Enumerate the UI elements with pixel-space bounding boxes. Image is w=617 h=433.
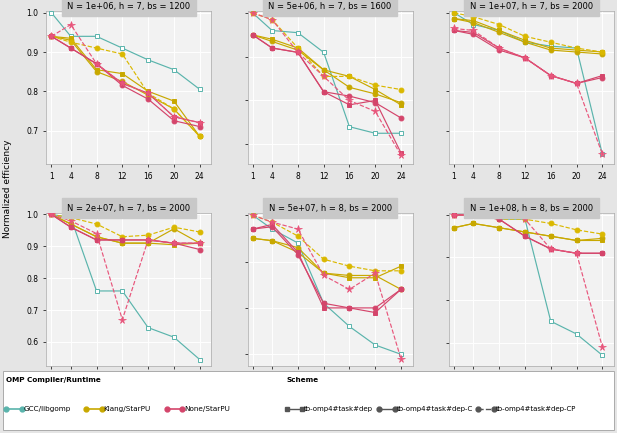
- Text: GCC/libgomp: GCC/libgomp: [23, 406, 71, 412]
- Text: tb-omp4#task#dep-C: tb-omp4#task#dep-C: [397, 406, 473, 412]
- Text: tb-omp4#task#dep-CP: tb-omp4#task#dep-CP: [495, 406, 576, 412]
- Text: OMP Compiler/Runtime: OMP Compiler/Runtime: [6, 377, 101, 383]
- Title: N = 5e+06, h = 7, bs = 1600: N = 5e+06, h = 7, bs = 1600: [268, 2, 392, 11]
- Title: N = 5e+07, h = 8, bs = 2000: N = 5e+07, h = 8, bs = 2000: [268, 204, 392, 213]
- Text: None/StarPU: None/StarPU: [184, 406, 230, 412]
- X-axis label: Number of threads: Number of threads: [489, 388, 574, 397]
- X-axis label: Number of threads: Number of threads: [86, 388, 172, 397]
- Text: Scheme: Scheme: [287, 377, 319, 383]
- Title: N = 1e+06, h = 7, bs = 1200: N = 1e+06, h = 7, bs = 1200: [67, 2, 190, 11]
- Text: Klang/StarPU: Klang/StarPU: [104, 406, 151, 412]
- Title: N = 1e+07, h = 7, bs = 2000: N = 1e+07, h = 7, bs = 2000: [470, 2, 593, 11]
- Title: N = 2e+07, h = 7, bs = 2000: N = 2e+07, h = 7, bs = 2000: [67, 204, 190, 213]
- Text: Normalized efficiency: Normalized efficiency: [3, 139, 12, 238]
- X-axis label: Number of threads: Number of threads: [288, 388, 373, 397]
- Text: tb-omp4#task#dep: tb-omp4#task#dep: [304, 406, 373, 412]
- Title: N = 1e+08, h = 8, bs = 2000: N = 1e+08, h = 8, bs = 2000: [470, 204, 593, 213]
- FancyBboxPatch shape: [3, 372, 614, 430]
